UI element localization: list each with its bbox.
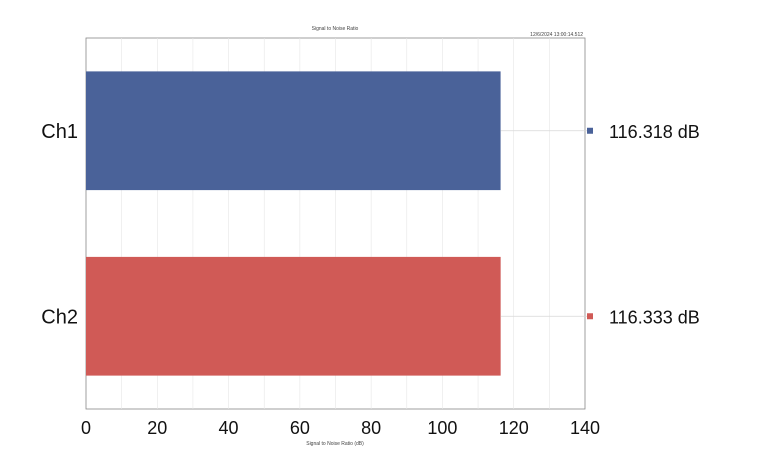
bar-ch2 <box>86 256 501 376</box>
x-tick-label: 0 <box>81 418 91 438</box>
x-tick-label: 60 <box>290 418 310 438</box>
bar-ch1 <box>86 71 501 191</box>
value-label: 116.333 dB <box>609 307 700 327</box>
x-tick-label: 40 <box>219 418 239 438</box>
value-label: 116.318 dB <box>609 122 700 142</box>
x-tick-label: 100 <box>427 418 457 438</box>
x-tick-labels: 0 20 40 60 80 100 120 140 <box>81 418 600 438</box>
x-tick-label: 140 <box>570 418 600 438</box>
value-marker <box>587 127 593 134</box>
x-axis-label: Signal to Noise Ratio (dB) <box>306 441 364 447</box>
category-label: Ch2 <box>41 306 78 328</box>
chart-timestamp: 12/6/2024 13:00:14.512 <box>530 32 583 38</box>
x-tick-label: 20 <box>147 418 167 438</box>
x-tick-label: 120 <box>499 418 529 438</box>
category-label: Ch1 <box>41 121 78 143</box>
x-tick-label: 80 <box>361 418 381 438</box>
chart-title: Signal to Noise Ratio <box>312 26 359 32</box>
bars-group: Ch1 116.318 dB Ch2 116.333 dB <box>41 71 700 376</box>
value-marker <box>587 313 593 320</box>
